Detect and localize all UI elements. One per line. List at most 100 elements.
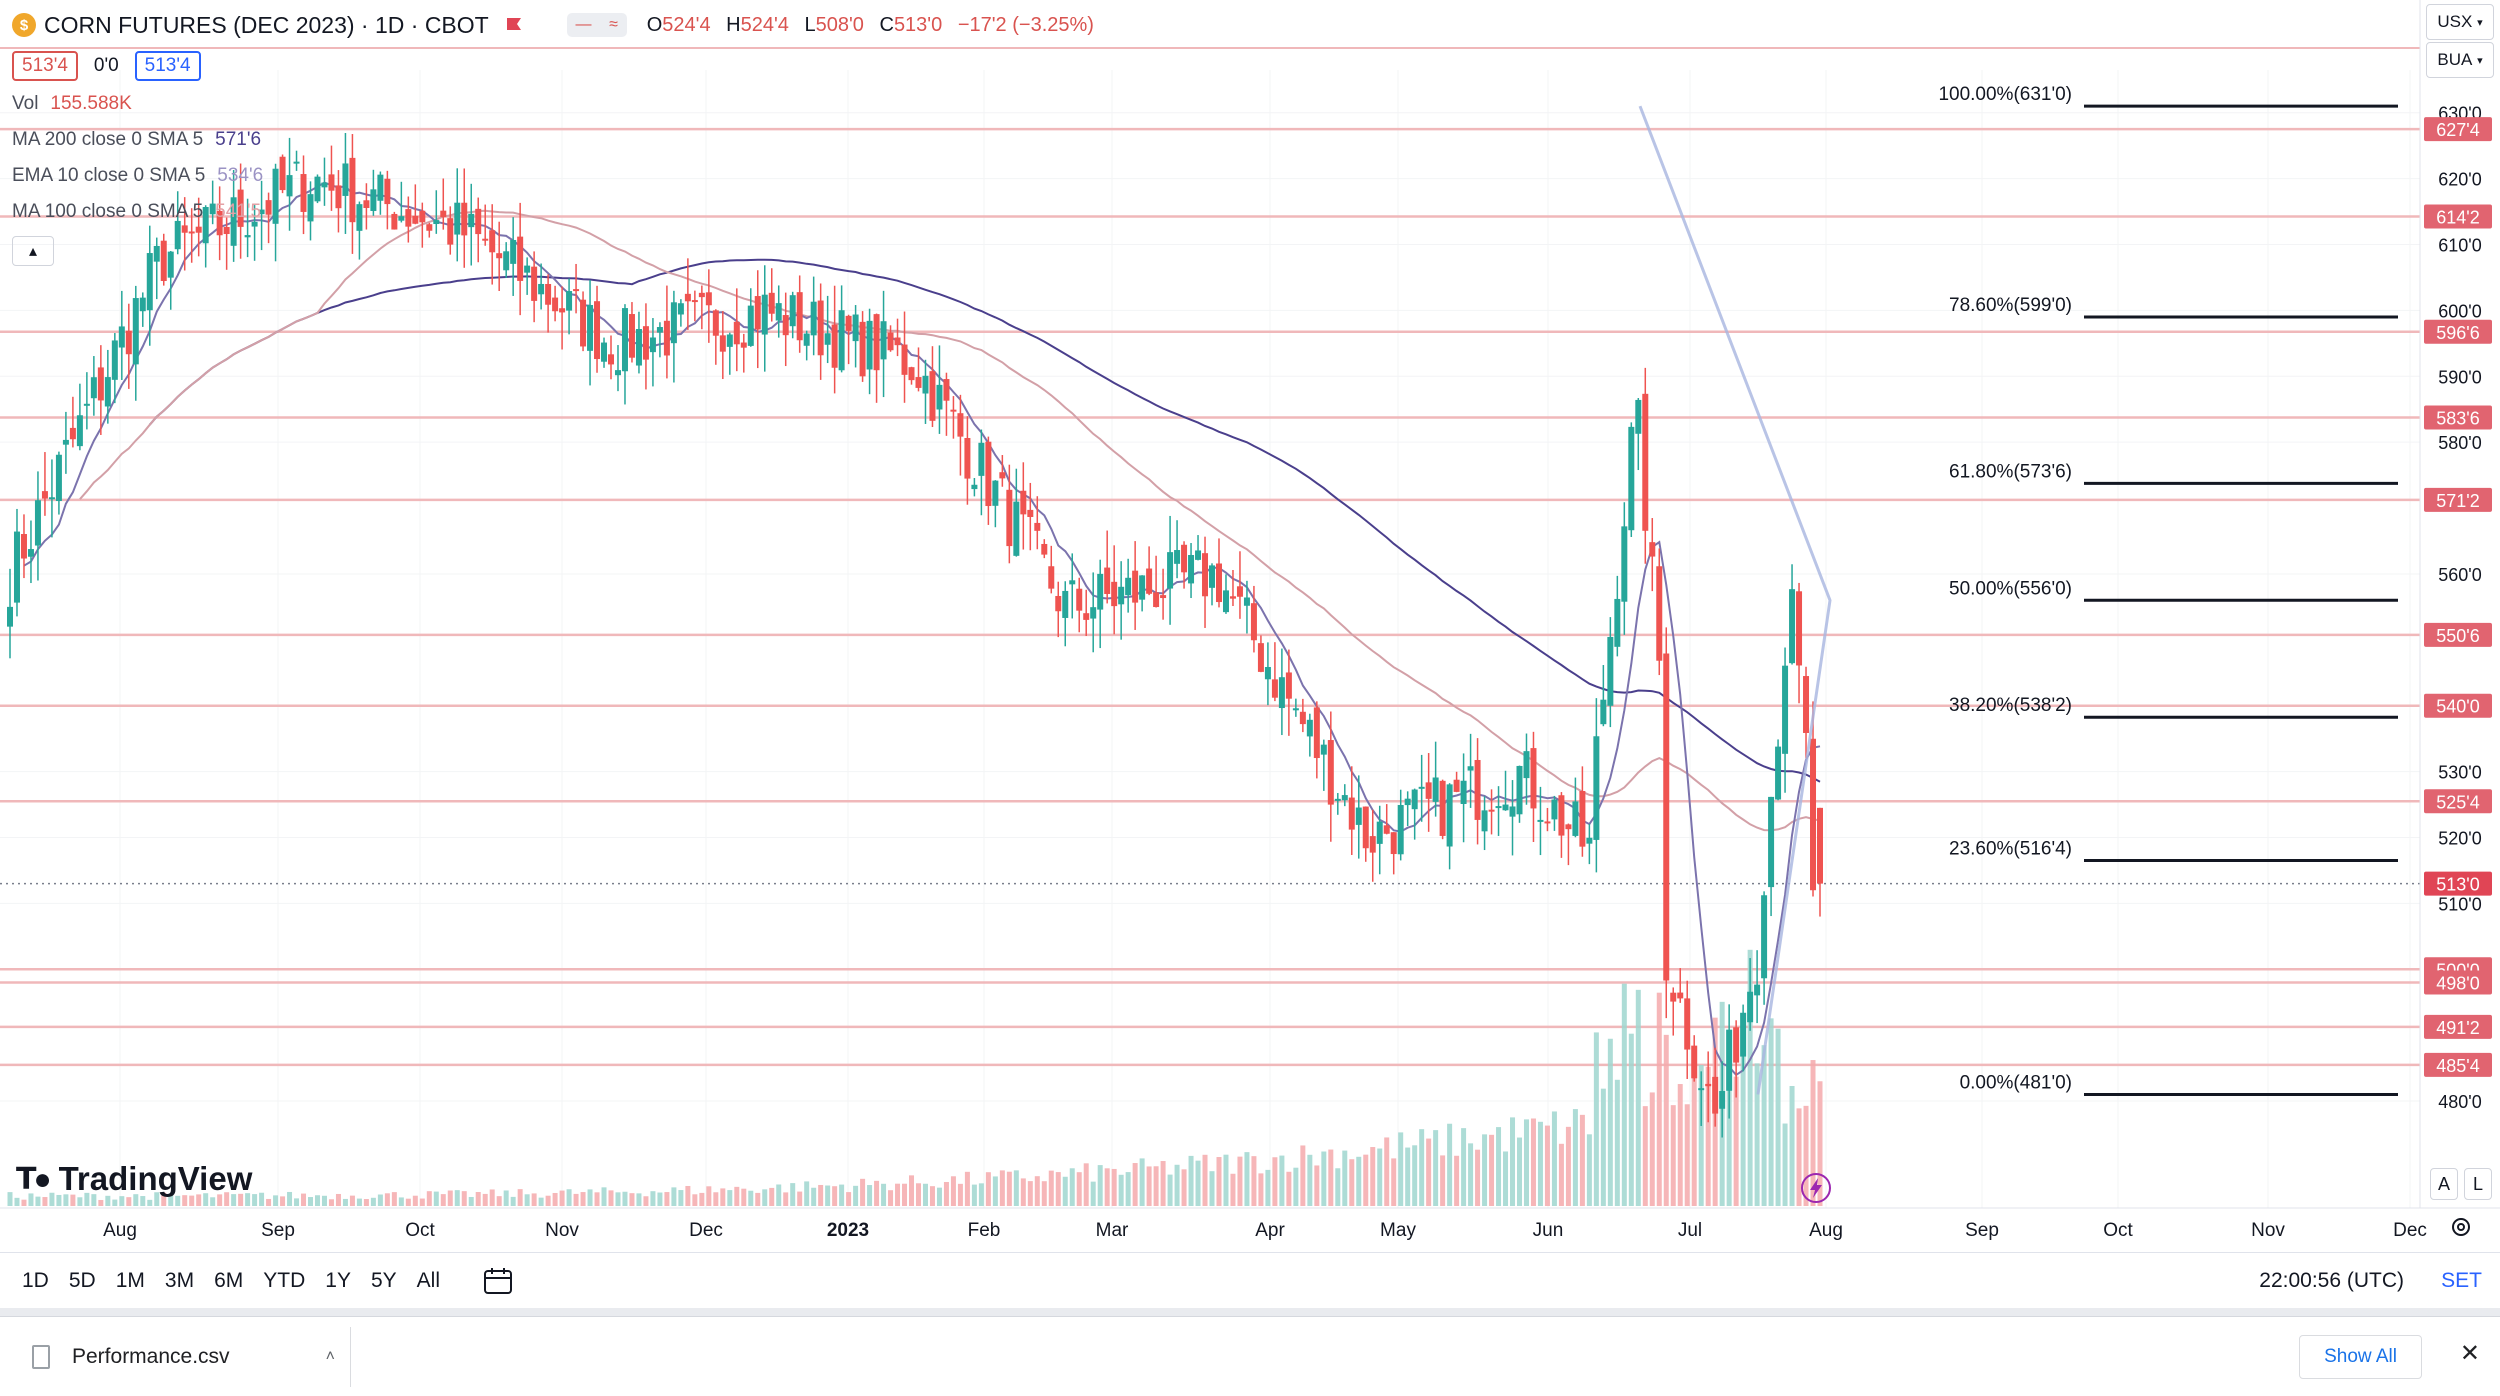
indicator-row[interactable]: EMA 10 close 0 SMA 5 534'6 — [12, 158, 1094, 194]
volume-bar — [1063, 1177, 1068, 1206]
volume-bar — [441, 1194, 446, 1206]
candle-body — [1475, 760, 1481, 820]
volume-bar — [1105, 1168, 1110, 1206]
candle-body — [1558, 795, 1564, 835]
candle-body — [1237, 586, 1243, 596]
price-tick: 600'0 — [2438, 301, 2481, 321]
volume-bar — [147, 1200, 152, 1206]
volume-bar — [727, 1190, 732, 1206]
volume-bar — [762, 1189, 767, 1206]
candle-body — [1684, 998, 1690, 1049]
volume-bar — [769, 1188, 774, 1206]
visibility-pill[interactable]: — ≈ — [567, 13, 627, 37]
candle-body — [957, 413, 963, 436]
candle-body — [1307, 720, 1313, 737]
range-button-all[interactable]: All — [417, 1269, 440, 1293]
volume-bar — [706, 1186, 711, 1206]
range-button-5y[interactable]: 5Y — [371, 1269, 397, 1293]
volume-bar — [1573, 1109, 1578, 1206]
symbol-title[interactable]: CORN FUTURES (DEC 2023) · 1D · CBOT — [44, 12, 489, 39]
candle-body — [1768, 797, 1774, 887]
candle-body — [685, 294, 691, 301]
download-file-name[interactable]: Performance.csv — [72, 1345, 230, 1369]
chevron-up-icon[interactable]: ˄ — [326, 1348, 335, 1366]
volume-bar — [1594, 1032, 1599, 1206]
candle-body — [601, 343, 607, 362]
range-button-5d[interactable]: 5D — [69, 1269, 96, 1293]
candle-body — [1691, 1046, 1697, 1079]
volume-bar — [776, 1184, 781, 1206]
volume-bar — [748, 1191, 753, 1206]
candle-body — [1006, 490, 1012, 546]
candle-body — [678, 303, 684, 314]
time-axis[interactable]: Aug Sep Oct Nov Dec 2023 Feb Mar Apr May Jun Jul Aug… — [0, 1208, 2500, 1241]
volume-bar — [532, 1193, 537, 1206]
volume-bar — [1307, 1155, 1312, 1206]
tradingview-logo[interactable]: 𝗧● TradingView — [16, 1160, 252, 1198]
volume-bar — [1664, 1035, 1669, 1206]
volume-bar — [1475, 1150, 1480, 1206]
price-tick: 580'0 — [2438, 433, 2481, 453]
volume-bar — [1251, 1156, 1256, 1206]
candle-body — [734, 322, 740, 344]
candle-body — [992, 481, 998, 506]
settlement-toggle[interactable]: SET — [2441, 1269, 2482, 1293]
candle-body — [1384, 825, 1390, 833]
candle-body — [1349, 798, 1355, 830]
indicator-row[interactable]: Vol 155.588K — [12, 86, 1094, 122]
candle-body — [1041, 544, 1047, 555]
volume-bar — [853, 1186, 858, 1206]
calendar-range-icon[interactable] — [482, 1266, 516, 1296]
auto-scale-button[interactable]: A — [2430, 1168, 2458, 1200]
gear-icon[interactable] — [2448, 1214, 2474, 1240]
volume-bar — [1272, 1157, 1277, 1206]
volume-bar — [860, 1179, 865, 1206]
lightning-icon[interactable] — [1800, 1172, 1832, 1204]
volume-bar — [1678, 1084, 1683, 1206]
unit-select[interactable]: BUA ▾ — [2426, 42, 2494, 78]
buy-price-button[interactable]: 513'4 — [135, 51, 201, 81]
candle-body — [1167, 552, 1173, 588]
price-tick: 620'0 — [2438, 170, 2481, 190]
volume-bar — [280, 1196, 285, 1206]
range-button-6m[interactable]: 6M — [214, 1269, 243, 1293]
indicator-row[interactable]: MA 200 close 0 SMA 5 571'6 — [12, 122, 1094, 158]
fibonacci-retracement[interactable]: 100.00%(631'0) 78.60%(599'0) 61.80%(573'6)… — [1640, 84, 2398, 1094]
show-all-button[interactable]: Show All — [2299, 1335, 2422, 1379]
fib-label: 78.60%(599'0) — [1949, 295, 2072, 316]
range-button-1m[interactable]: 1M — [116, 1269, 145, 1293]
candle-body — [1782, 666, 1788, 754]
sell-price-button[interactable]: 513'4 — [12, 51, 78, 81]
range-button-3m[interactable]: 3M — [165, 1269, 194, 1293]
close-icon[interactable]: ✕ — [2460, 1339, 2480, 1368]
volume-bar — [1685, 1104, 1690, 1206]
candle-body — [1726, 1030, 1732, 1091]
range-button-1y[interactable]: 1Y — [325, 1269, 351, 1293]
candle-body — [1146, 569, 1152, 594]
volume-bar — [322, 1196, 327, 1206]
candle-body — [1405, 799, 1411, 805]
range-button-ytd[interactable]: YTD — [263, 1269, 305, 1293]
volume-bar — [825, 1186, 830, 1206]
currency-select[interactable]: USX ▾ — [2426, 4, 2494, 40]
candle-body — [1419, 787, 1425, 789]
volume-bar — [1447, 1124, 1452, 1206]
collapse-legend-button[interactable]: ▴ — [12, 236, 54, 266]
flag-icon[interactable] — [505, 16, 523, 34]
range-button-1d[interactable]: 1D — [22, 1269, 49, 1293]
candle-body — [1468, 766, 1474, 770]
utc-clock[interactable]: 22:00:56 (UTC) — [2259, 1269, 2404, 1293]
candle-body — [985, 442, 991, 506]
candle-body — [1265, 667, 1271, 679]
candle-body — [1614, 599, 1620, 647]
price-axis[interactable]: 480'0 510'0 520'0 530'0 560'0 580'0 590'0 600'0… — [2420, 0, 2492, 1208]
volume-bar — [385, 1193, 390, 1206]
volume-bar — [1790, 1086, 1795, 1206]
volume-bar — [1084, 1163, 1089, 1206]
volume-bar — [1650, 1092, 1655, 1206]
log-scale-button[interactable]: L — [2464, 1168, 2492, 1200]
indicator-row[interactable]: MA 100 close 0 SMA 5 541'5 — [12, 194, 1094, 230]
candle-body — [643, 326, 649, 359]
volume-bar — [399, 1197, 404, 1206]
volume-bar — [1489, 1135, 1494, 1206]
